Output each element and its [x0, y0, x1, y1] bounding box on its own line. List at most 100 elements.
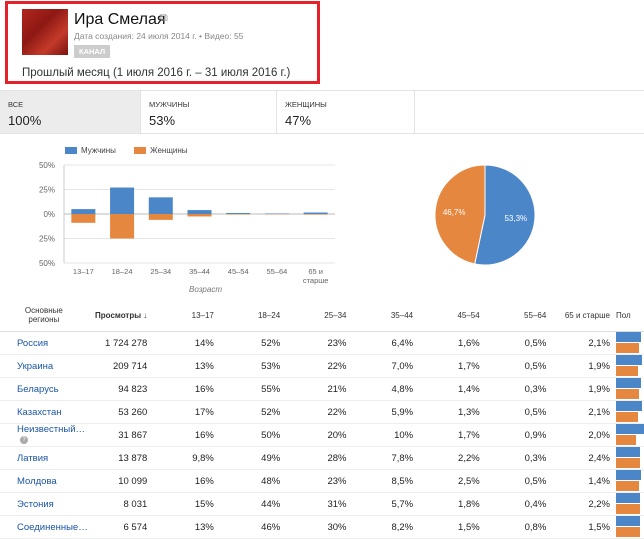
bar-male[interactable]	[149, 197, 173, 214]
region-name[interactable]: Казахстан	[17, 407, 62, 418]
views-cell: 13 878	[88, 447, 154, 470]
region-link[interactable]: Латвия	[0, 447, 88, 470]
region-link[interactable]: Молдова	[0, 470, 88, 493]
channel-title[interactable]: Ира Смелая	[74, 11, 166, 29]
age-percent-cell: 52%	[220, 332, 286, 355]
views-cell: 94 823	[88, 378, 154, 401]
col-header-age[interactable]: 35–44	[353, 299, 420, 332]
pie-value-label: 46,7%	[443, 208, 466, 217]
age-percent-cell: 16%	[153, 424, 220, 447]
age-percent-cell: 49%	[220, 447, 286, 470]
link-icon[interactable]: ⧉	[160, 12, 168, 25]
tab-male[interactable]: МУЖЧИНЫ 53%	[141, 91, 277, 133]
channel-avatar[interactable]	[22, 9, 68, 55]
tab-female[interactable]: ЖЕНЩИНЫ 47%	[277, 91, 415, 133]
age-percent-cell: 1,8%	[419, 493, 486, 516]
gender-bar-female	[616, 389, 639, 399]
age-percent-cell: 2,5%	[419, 470, 486, 493]
col-header-age[interactable]: 13–17	[153, 299, 220, 332]
region-name[interactable]: Беларусь	[17, 384, 59, 395]
region-name[interactable]: Россия	[17, 338, 48, 349]
gender-bar-female	[616, 366, 638, 376]
gender-bar-male	[616, 470, 641, 480]
bar-female[interactable]	[149, 214, 173, 220]
age-percent-cell: 1,5%	[552, 516, 616, 539]
views-cell: 1 724 278	[88, 332, 154, 355]
region-link[interactable]: Беларусь	[0, 378, 88, 401]
bar-female[interactable]	[71, 214, 95, 223]
col-header-age[interactable]: 55–64	[486, 299, 553, 332]
bar-female[interactable]	[304, 214, 328, 215]
views-cell: 8 031	[88, 493, 154, 516]
region-link[interactable]: Украина	[0, 355, 88, 378]
region-name[interactable]: Молдова	[17, 476, 57, 487]
age-percent-cell: 30%	[286, 516, 352, 539]
col-header-age[interactable]: 45–54	[419, 299, 486, 332]
bar-female[interactable]	[110, 214, 134, 239]
gender-bar-male	[616, 493, 640, 503]
age-percent-cell: 1,9%	[552, 355, 616, 378]
age-percent-cell: 21%	[286, 378, 352, 401]
gender-bar-male	[616, 355, 642, 365]
channel-meta: Дата создания: 24 июля 2014 г. • Видео: …	[74, 31, 243, 41]
x-tick-label: 13–17	[73, 267, 94, 276]
region-link[interactable]: Эстония	[0, 493, 88, 516]
age-percent-cell: 52%	[220, 401, 286, 424]
region-name[interactable]: Латвия	[17, 453, 48, 464]
region-link[interactable]: Соединенные…	[0, 516, 88, 539]
age-percent-cell: 1,9%	[552, 378, 616, 401]
age-percent-cell: 0,5%	[486, 355, 553, 378]
region-name[interactable]: Неизвестный…	[17, 424, 85, 435]
bar-male[interactable]	[188, 210, 212, 214]
age-percent-cell: 0,3%	[486, 378, 553, 401]
bar-female[interactable]	[188, 214, 212, 216]
age-percent-cell: 16%	[153, 378, 220, 401]
bar-male[interactable]	[304, 213, 328, 214]
age-percent-cell: 1,4%	[419, 378, 486, 401]
tab-all[interactable]: ВСЕ 100%	[0, 91, 141, 133]
age-percent-cell: 1,6%	[419, 332, 486, 355]
age-percent-cell: 2,2%	[552, 493, 616, 516]
age-percent-cell: 23%	[286, 332, 352, 355]
col-header-age[interactable]: 18–24	[220, 299, 286, 332]
region-name[interactable]: Соединенные…	[17, 522, 88, 533]
bar-male[interactable]	[71, 209, 95, 214]
gender-bar-female	[616, 458, 640, 468]
tab-label: ВСЕ	[8, 100, 23, 109]
y-tick-label: 0%	[43, 210, 55, 219]
region-link[interactable]: Россия	[0, 332, 88, 355]
age-percent-cell: 1,4%	[552, 470, 616, 493]
help-icon[interactable]: ?	[20, 436, 28, 444]
gender-tabs: ВСЕ 100% МУЖЧИНЫ 53% ЖЕНЩИНЫ 47%	[0, 90, 644, 134]
region-name[interactable]: Эстония	[17, 499, 54, 510]
age-percent-cell: 23%	[286, 470, 352, 493]
col-header-views[interactable]: Просмотры ↓	[88, 299, 154, 332]
age-percent-cell: 5,7%	[353, 493, 420, 516]
region-link[interactable]: Неизвестный…?	[0, 424, 88, 447]
col-header-gender[interactable]: Пол	[616, 299, 644, 332]
gender-bar	[616, 401, 644, 424]
age-percent-cell: 10%	[353, 424, 420, 447]
region-link[interactable]: Казахстан	[0, 401, 88, 424]
age-percent-cell: 20%	[286, 424, 352, 447]
col-header-region[interactable]: Основные регионы	[0, 299, 88, 332]
bar-male[interactable]	[226, 213, 250, 214]
bar-male[interactable]	[110, 188, 134, 214]
regions-table: Основные регионы Просмотры ↓ 13–17 18–24…	[0, 299, 644, 539]
gender-bar	[616, 516, 644, 539]
col-header-age[interactable]: 25–34	[286, 299, 352, 332]
col-header-age[interactable]: 65 и старше	[552, 299, 616, 332]
region-name[interactable]: Украина	[17, 361, 53, 372]
sort-arrow-icon[interactable]: ↓	[143, 311, 147, 320]
gender-bar	[616, 355, 644, 378]
